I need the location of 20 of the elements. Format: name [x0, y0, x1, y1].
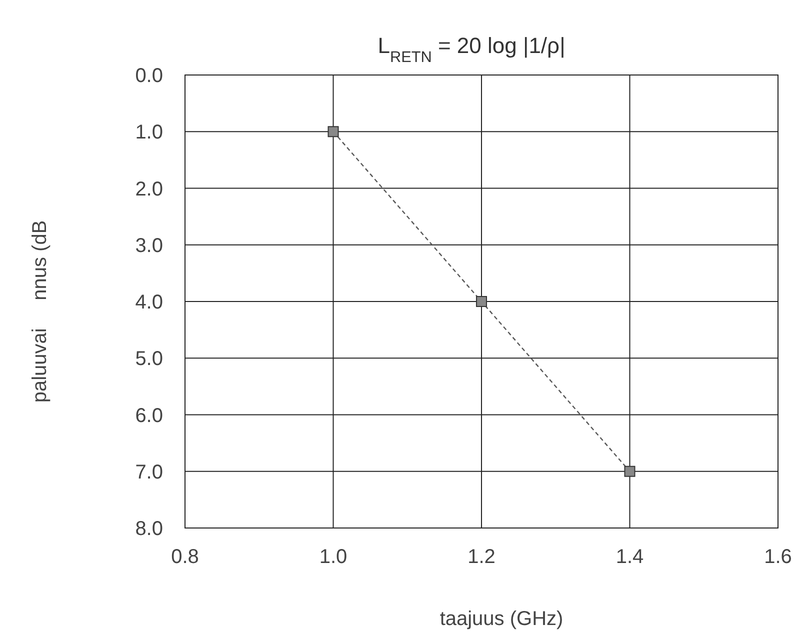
y-tick-label: 1.0: [135, 122, 163, 144]
point: [624, 466, 636, 477]
chart-title: L$_{RETN}$ = 20 log |1/ρ|: [378, 33, 566, 66]
y-tick-label: 5.0: [135, 348, 163, 370]
x-tick-label: 1.2: [468, 546, 496, 568]
y-tick-label: 0.0: [135, 65, 163, 87]
y-tick-label: 4.0: [135, 292, 163, 314]
y-tick-label: 6.0: [135, 404, 163, 427]
y-axis-title: paluuvai nnus (dB: [29, 220, 51, 403]
y-tick-label: 8.0: [135, 518, 163, 540]
point: [328, 126, 339, 138]
x-tick-label: 1.6: [764, 546, 792, 568]
y-tick-label: 2.0: [135, 178, 163, 200]
y-tick-label: 7.0: [135, 461, 163, 484]
point: [476, 296, 487, 307]
x-tick-label: 1.0: [319, 546, 348, 568]
x-tick-label: 1.4: [616, 546, 644, 568]
x-tick-label: 0.8: [171, 546, 199, 568]
y-tick-label: 3.0: [135, 234, 163, 257]
x-axis-title: taajuus (GHz): [440, 608, 564, 630]
